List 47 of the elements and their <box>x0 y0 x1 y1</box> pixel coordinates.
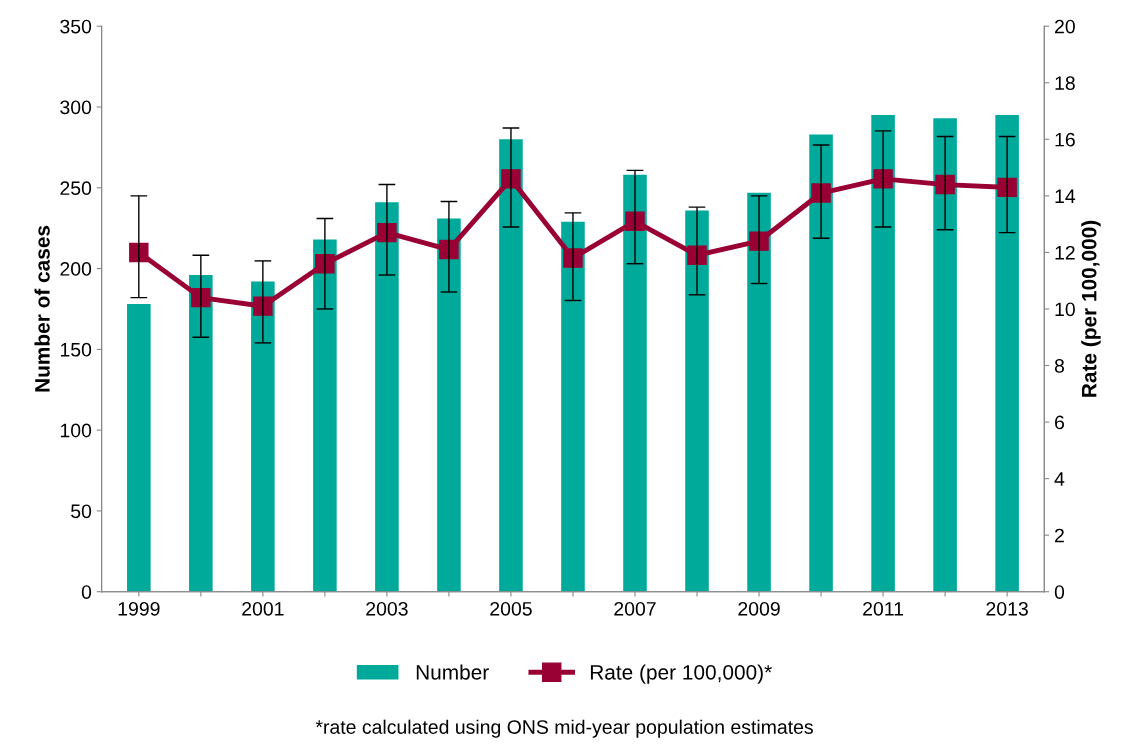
y2-tick-label: 4 <box>1054 472 1065 486</box>
bar <box>499 139 523 592</box>
bar <box>809 134 833 592</box>
bar <box>251 281 275 592</box>
bar <box>375 202 399 592</box>
y2-tick-label: 12 <box>1055 245 1075 260</box>
x-tick-label: 2001 <box>242 601 284 616</box>
x-tick-label: 2013 <box>986 601 1028 616</box>
y-tick-label: 50 <box>71 504 92 519</box>
y2-tick-label: 6 <box>1055 415 1065 430</box>
y2-tick-label: 2 <box>1055 528 1064 543</box>
bar <box>189 275 213 592</box>
x-tick-label: 2009 <box>738 601 780 616</box>
y-tick-label: 250 <box>60 181 92 196</box>
y-tick-label: 350 <box>60 19 92 34</box>
bar <box>871 115 895 592</box>
y2-tick-label: 20 <box>1055 19 1075 34</box>
bar <box>313 239 337 592</box>
bar <box>127 304 151 592</box>
bar <box>437 218 461 592</box>
text: *rate calculated using ONS mid-year population estimates <box>315 719 813 738</box>
y2-tick-label: 18 <box>1055 76 1075 90</box>
y2-tick-label: 16 <box>1055 132 1075 147</box>
y-tick-label: 300 <box>60 100 92 115</box>
y-tick-label: 0 <box>81 585 92 599</box>
y-axis-title: Number of cases <box>34 225 50 392</box>
bar <box>561 221 585 592</box>
y2-tick-label: 14 <box>1055 189 1076 203</box>
legend-label: Number <box>416 664 489 680</box>
x-tick-label: 2003 <box>366 601 408 616</box>
y2-tick-label: 10 <box>1055 302 1075 317</box>
bar <box>747 192 771 592</box>
y-tick-label: 100 <box>60 423 92 438</box>
y2-tick-label: 8 <box>1054 358 1065 373</box>
y-tick-label: 200 <box>60 262 92 276</box>
y2-axis-title: Rate (per 100,000) <box>1081 220 1101 397</box>
bar <box>933 118 957 592</box>
x-tick-label: 1999 <box>118 601 160 616</box>
x-tick-label: 2005 <box>490 601 532 616</box>
bar <box>623 174 647 592</box>
y-tick-label: 150 <box>60 342 92 357</box>
y2-tick-label: 0 <box>1054 585 1065 599</box>
bar <box>685 210 709 592</box>
legend-label: Rate (per 100,000)* <box>590 664 772 684</box>
x-tick-label: 2011 <box>863 601 904 616</box>
x-tick-label: 2007 <box>614 601 656 616</box>
bar <box>995 115 1019 592</box>
